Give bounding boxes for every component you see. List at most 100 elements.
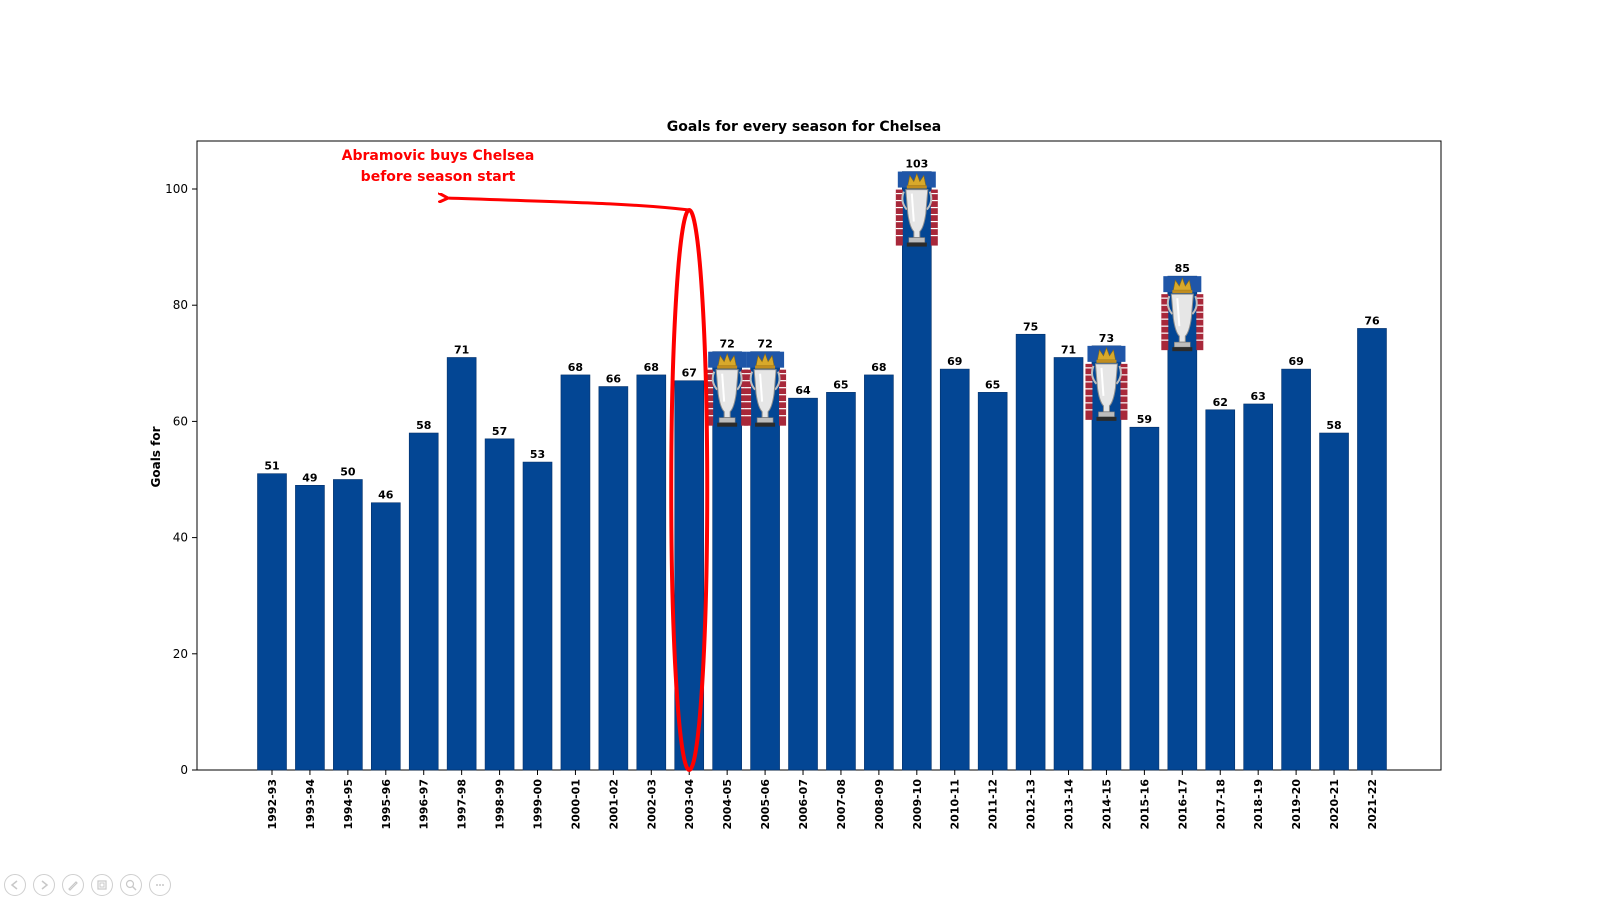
bar-value-label: 50 <box>340 466 356 479</box>
bar <box>1281 368 1311 771</box>
bar-value-label: 68 <box>644 361 659 374</box>
y-tick-label: 100 <box>165 182 188 196</box>
y-tick-label: 20 <box>173 647 188 661</box>
x-tick-label: 2014-15 <box>1100 779 1113 830</box>
bar-value-label: 69 <box>1288 355 1303 368</box>
pen-icon[interactable] <box>62 874 84 896</box>
x-tick-label: 2017-18 <box>1214 779 1227 830</box>
x-tick-label: 2007-08 <box>835 779 848 830</box>
y-tick-label: 80 <box>173 298 188 312</box>
forward-icon[interactable] <box>33 874 55 896</box>
x-tick-label: 1992-93 <box>266 779 279 830</box>
slides-icon[interactable] <box>91 874 113 896</box>
bar <box>333 479 363 771</box>
bar <box>408 432 439 771</box>
chart-title: Goals for every season for Chelsea <box>667 119 941 135</box>
zoom-icon[interactable] <box>120 874 142 896</box>
bar <box>257 473 287 771</box>
bar-value-label: 68 <box>871 361 886 374</box>
x-tick-label: 1997-98 <box>456 779 469 830</box>
back-icon[interactable] <box>4 874 26 896</box>
bar-value-label: 49 <box>302 471 317 484</box>
x-tick-label: 2010-11 <box>949 779 962 830</box>
bar <box>1319 432 1349 771</box>
bar-value-label: 67 <box>682 367 697 380</box>
bar <box>939 368 970 771</box>
y-axis-label: Goals for <box>149 426 163 487</box>
bar-value-label: 71 <box>1061 343 1076 356</box>
x-tick-label: 2009-10 <box>911 779 924 830</box>
x-tick-label: 2004-05 <box>721 779 734 830</box>
x-tick-label: 2015-16 <box>1138 779 1151 830</box>
annotation-line-1: Abramovic buys Chelsea <box>342 148 535 164</box>
bar <box>1357 328 1387 771</box>
bar <box>1053 357 1084 771</box>
x-tick-label: 2002-03 <box>645 779 658 830</box>
y-tick-label: 60 <box>173 414 188 428</box>
plot-frame <box>196 140 1442 771</box>
y-tick-label: 0 <box>180 763 188 777</box>
bar-value-label: 57 <box>492 425 507 438</box>
bar-value-label: 66 <box>606 373 622 386</box>
bar-value-label: 62 <box>1213 396 1228 409</box>
bar-value-label: 59 <box>1137 413 1152 426</box>
bar-value-label: 53 <box>530 448 545 461</box>
bar <box>1205 409 1236 771</box>
presentation-controls <box>4 874 171 896</box>
x-tick-label: 1995-96 <box>380 779 393 830</box>
x-tick-label: 2012-13 <box>1025 779 1038 830</box>
bar <box>788 397 818 771</box>
x-tick-label: 1999-00 <box>532 779 545 830</box>
bar <box>1243 403 1273 771</box>
bar <box>560 374 591 771</box>
annotation: Abramovic buys Chelsea before season sta… <box>342 148 710 772</box>
x-tick-label: 1996-97 <box>418 779 431 830</box>
annotation-line-2: before season start <box>361 169 516 185</box>
x-tick-label: 2001-02 <box>607 779 620 830</box>
bars: 51 49 50 46 58 71 57 53 68 66 68 67 72 72 64 65 68 103 69 6… <box>257 158 1387 771</box>
bar-value-label: 58 <box>416 419 431 432</box>
bar-value-label: 58 <box>1326 419 1341 432</box>
x-tick-label: 2005-06 <box>759 779 772 830</box>
bar <box>484 438 515 771</box>
bar <box>295 485 325 771</box>
y-tick-label: 40 <box>173 531 188 545</box>
bar-value-label: 75 <box>1023 320 1038 333</box>
x-tick-label: 2021-22 <box>1366 779 1379 830</box>
x-tick-label: 2019-20 <box>1290 779 1303 830</box>
bar-value-label: 85 <box>1175 262 1190 275</box>
x-tick-label: 1998-99 <box>494 779 507 830</box>
x-tick-label: 2008-09 <box>873 779 886 830</box>
bar <box>1015 333 1046 771</box>
bar-value-label: 103 <box>905 158 928 171</box>
premier-league-trophy-icon <box>706 351 749 427</box>
bar <box>370 502 401 771</box>
bar-value-label: 68 <box>568 361 583 374</box>
x-tick-label: 2016-17 <box>1176 779 1189 830</box>
bar <box>864 374 894 771</box>
premier-league-trophy-icon <box>895 171 938 247</box>
bar-value-label: 65 <box>985 378 1000 391</box>
bar-value-label: 73 <box>1099 332 1114 345</box>
x-tick-label: 2020-21 <box>1328 779 1341 830</box>
x-tick-label: 2013-14 <box>1063 779 1076 830</box>
bar <box>1167 275 1198 771</box>
bar <box>446 357 477 771</box>
bar-value-label: 64 <box>795 384 811 397</box>
bar-value-label: 69 <box>947 355 962 368</box>
x-tick-label: 2003-04 <box>683 779 696 830</box>
more-icon[interactable] <box>149 874 171 896</box>
premier-league-trophy-icon <box>1161 276 1204 352</box>
x-tick-label: 2006-07 <box>797 779 810 830</box>
bar-value-label: 51 <box>264 460 279 473</box>
bar-value-label: 71 <box>454 343 469 356</box>
bar <box>636 374 667 771</box>
x-axis: 1992-93 1993-94 1994-95 1995-96 1996-97 1997-… <box>266 770 1379 830</box>
premier-league-trophy-icon <box>744 351 787 427</box>
annotation-arrow <box>446 198 690 212</box>
x-tick-label: 2000-01 <box>569 779 582 830</box>
bar <box>977 392 1008 771</box>
bar <box>598 386 629 771</box>
x-tick-label: 2011-12 <box>987 779 1000 830</box>
